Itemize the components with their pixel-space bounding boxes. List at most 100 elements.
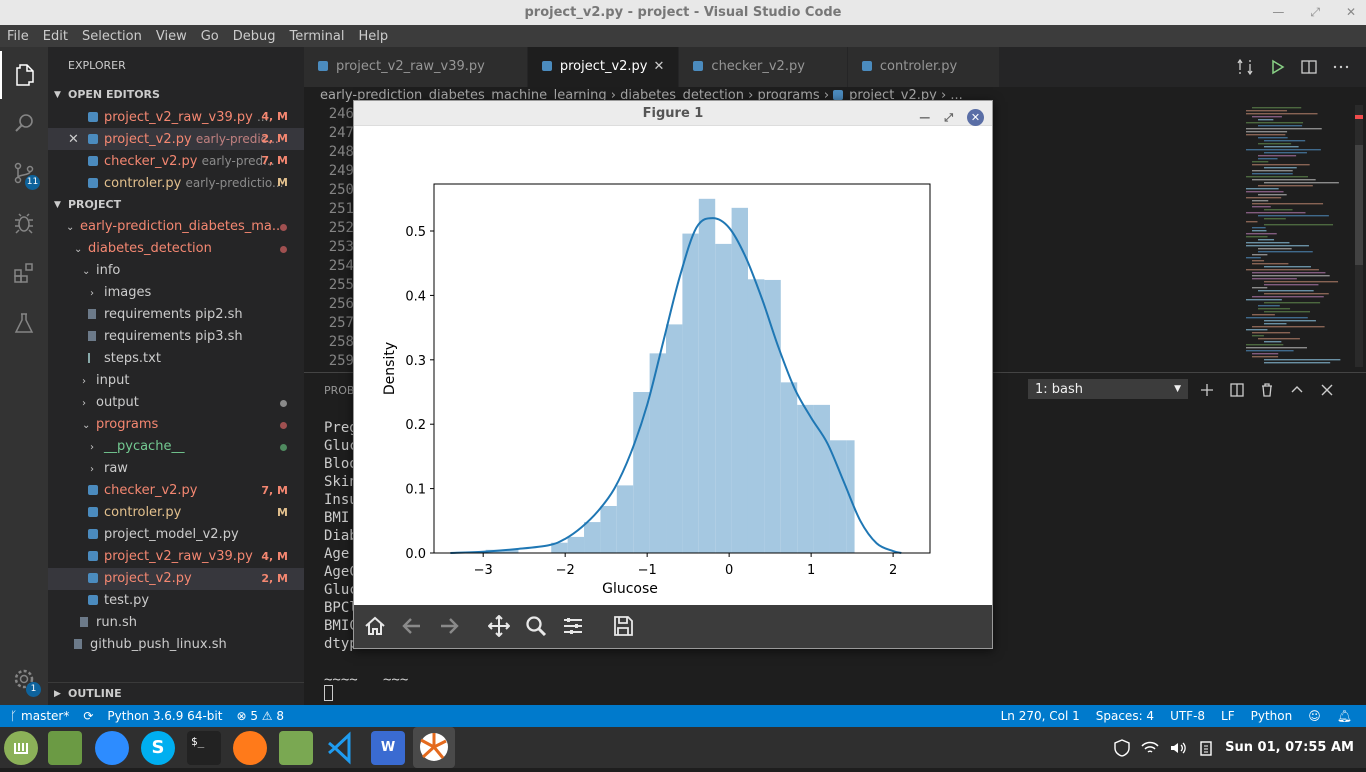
tree-folder[interactable]: › input [82,373,130,388]
end-of-line[interactable]: LF [1221,709,1235,723]
breadcrumb-item[interactable]: early-prediction_diabetes_machine_learni… [320,88,607,103]
split-terminal-icon[interactable] [1229,382,1245,398]
trash-icon[interactable] [1259,382,1275,398]
open-editor-item[interactable]: checker_v2.py early-pred... 7, M [48,150,304,172]
tree-folder[interactable]: › images [90,285,152,300]
figure-maximize-button[interactable]: ⤢ [944,111,953,124]
tree-file[interactable]: steps.txt [48,348,304,370]
shield-icon[interactable] [1113,738,1131,757]
run-icon[interactable] [1268,58,1286,76]
tree-folder[interactable]: › raw [90,461,128,476]
figure-canvas[interactable]: −3 −2 −1 0 1 2 0.0 0.1 0.2 0.3 0.4 0.5 Glucose Den… [354,126,992,605]
back-arrow-icon[interactable] [401,615,423,641]
tree-folder[interactable]: ⌄ early-prediction_diabetes_ma... [48,216,304,238]
zoom-icon[interactable] [525,615,547,641]
breadcrumb-item[interactable]: diabetes_detection [620,88,744,103]
tree-file[interactable]: project_v2_raw_v39.py 4, M [48,546,304,568]
close-icon[interactable] [1319,382,1335,398]
minimize-window-button[interactable]: — [1272,5,1285,19]
wifi-icon[interactable] [1141,739,1159,757]
tab-project-v2[interactable]: project_v2.py ✕ [527,47,680,87]
forward-arrow-icon[interactable] [438,615,460,641]
search-activity[interactable] [0,99,48,147]
menu-terminal[interactable]: Terminal [289,28,345,44]
mint-menu-icon[interactable] [4,731,38,765]
matplotlib-app-icon[interactable] [413,727,455,768]
minimap[interactable] [1246,105,1352,367]
firefox-app-icon[interactable] [233,731,267,765]
zoom-app-icon[interactable] [95,731,129,765]
bell-icon[interactable]: 🔔︎ [1336,709,1352,723]
project-section[interactable]: ▼ PROJECT [48,194,304,216]
terminal-select[interactable]: 1: bash ▼ [1028,379,1188,399]
tree-file[interactable]: test.py [48,590,304,612]
sync-icon[interactable]: ⟳ [83,709,94,723]
encoding[interactable]: UTF-8 [1170,709,1206,723]
close-window-button[interactable]: ✕ [1345,5,1356,19]
files-app-icon[interactable] [48,731,82,765]
pan-icon[interactable] [487,614,511,641]
language-mode[interactable]: Python [1250,709,1293,723]
wps-app-icon[interactable]: W [371,731,405,765]
tree-file[interactable]: run.sh [48,612,304,634]
figure-close-button[interactable]: ✕ [967,109,984,126]
manage-activity[interactable]: 1 [0,655,48,703]
maximize-window-button[interactable]: ⤢ [1310,5,1320,19]
source-control-activity[interactable]: 11 [0,149,48,197]
menu-selection[interactable]: Selection [81,28,142,44]
tab-project-v2-raw-v39[interactable]: project_v2_raw_v39.py [304,47,528,87]
menu-help[interactable]: Help [358,28,389,44]
indentation[interactable]: Spaces: 4 [1095,709,1155,723]
menu-go[interactable]: Go [200,28,219,44]
tab-problems[interactable]: PROB [324,383,355,397]
volume-icon[interactable] [1169,739,1187,757]
tree-file[interactable]: github_push_linux.sh [48,634,304,656]
figure-minimize-button[interactable]: — [919,111,931,124]
skype-app-icon[interactable]: S [141,731,175,765]
tree-folder[interactable]: ⌄ diabetes_detection [48,238,304,260]
save-icon[interactable] [612,615,634,641]
tree-folder[interactable]: › __pycache__ [48,436,304,458]
new-terminal-icon[interactable] [1199,382,1215,398]
tree-folder[interactable]: ⌄ programs [48,414,304,436]
tree-file[interactable]: controler.py M [48,502,304,524]
split-editor-icon[interactable] [1300,58,1318,76]
open-editor-item[interactable]: project_v2_raw_v39.py ... 4, M [48,106,304,128]
tree-file[interactable]: requirements pip2.sh [48,304,304,326]
menu-view[interactable]: View [155,28,187,44]
branch-status[interactable]: ᚴ master* [10,709,70,723]
more-actions-icon[interactable] [1332,58,1350,76]
extensions-activity[interactable] [0,249,48,297]
tab-checker-v2[interactable]: checker_v2.py [679,47,848,87]
tree-file[interactable]: checker_v2.py 7, M [48,480,304,502]
folder-app-icon[interactable] [279,731,313,765]
tree-folder[interactable]: › output [48,392,304,414]
terminal-output[interactable]: Preg Gluc Bloo Skin Insu BMI Diab Age AgeC Gluc BP… [324,420,409,688]
chevron-up-icon[interactable] [1289,382,1305,398]
problems-status[interactable]: ⊗ 5 ⚠ 8 [236,709,285,723]
terminal-app-icon[interactable]: $_ [187,731,221,765]
open-editors-section[interactable]: ▼ OPEN EDITORS [48,84,304,106]
clipboard-icon[interactable] [1197,739,1215,757]
breadcrumb-item[interactable]: project_v2.py [849,88,937,103]
menu-file[interactable]: File [7,28,29,44]
feedback-icon[interactable]: ☺ [1308,709,1321,723]
configure-subplots-icon[interactable] [562,615,584,641]
vscode-app-icon[interactable] [325,731,359,765]
tab-controler[interactable]: controler.py [847,47,1001,87]
explorer-activity[interactable] [0,51,48,99]
menu-debug[interactable]: Debug [232,28,276,44]
cursor-position[interactable]: Ln 270, Col 1 [1000,709,1080,723]
menu-edit[interactable]: Edit [42,28,68,44]
open-editor-item[interactable]: ✕ project_v2.py early-predic... 2, M [48,128,304,150]
python-interpreter[interactable]: Python 3.6.9 64-bit [107,709,223,723]
debug-activity[interactable] [0,199,48,247]
close-icon[interactable]: ✕ [653,59,665,74]
tree-file[interactable]: requirements pip3.sh [48,326,304,348]
breadcrumb-item[interactable]: ... [950,88,963,103]
open-editor-item[interactable]: controler.py early-predictio... M [48,172,304,194]
testing-activity[interactable] [0,299,48,347]
home-icon[interactable] [364,615,386,641]
tree-file[interactable]: project_model_v2.py [48,524,304,546]
tree-file-selected[interactable]: project_v2.py 2, M [48,568,304,590]
